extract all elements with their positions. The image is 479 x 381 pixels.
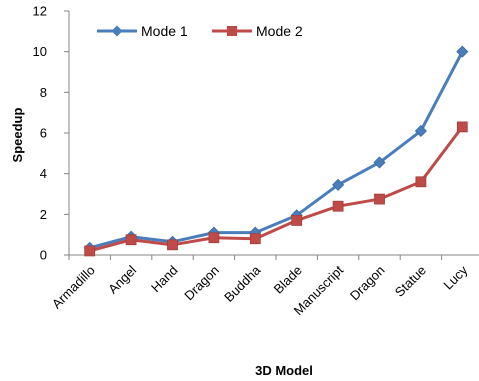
series-line-1 <box>89 50 464 250</box>
y-axis-title: Speedup <box>10 107 25 162</box>
series-2-point <box>125 234 137 246</box>
series-line-2 <box>89 125 464 253</box>
x-tick-label: Blade <box>271 263 305 297</box>
x-tick-label: Angel <box>105 262 139 296</box>
x-axis-title: 3D Model <box>255 363 313 378</box>
y-tick-label: 2 <box>40 207 47 222</box>
series-2-point <box>332 200 344 212</box>
x-tick-label: Dragon <box>347 263 388 304</box>
y-tick-label: 8 <box>40 85 47 100</box>
y-tick-label: 12 <box>33 4 47 19</box>
series-2-point <box>84 245 96 257</box>
series-2-point <box>208 232 220 244</box>
series-1-point <box>332 178 345 191</box>
x-axis-ticks <box>68 255 443 260</box>
series-2-point <box>167 239 178 251</box>
x-tick-label: Lucy <box>440 262 470 292</box>
x-tick-label: Statue <box>392 263 429 300</box>
x-axis-tick-labels: Armadillo Angel Hand Dragon Buddha BladeManus… <box>49 262 471 318</box>
y-axis-ticks: 0 2 4 6 8 10 12 <box>33 4 69 263</box>
series-1-point <box>373 156 386 169</box>
series-1-point <box>456 45 469 58</box>
series-2-point <box>456 121 468 133</box>
x-tick-label: Armadillo <box>49 263 98 312</box>
legend-label-2: Mode 2 <box>256 23 303 39</box>
x-tick-label: Dragon <box>181 263 222 304</box>
series-2-point <box>249 233 261 245</box>
x-tick-label: Buddha <box>221 262 264 305</box>
legend: Mode 1 Mode 2 <box>97 23 303 39</box>
legend-marker-2 <box>227 26 237 36</box>
y-tick-label: 4 <box>40 166 47 181</box>
series-1-point <box>414 124 427 138</box>
y-tick-label: 6 <box>40 126 47 141</box>
y-tick-label: 10 <box>33 44 47 59</box>
legend-marker-1 <box>111 25 123 37</box>
series-2-point <box>374 193 385 205</box>
series-layer <box>83 45 469 257</box>
y-tick-label: 0 <box>40 248 47 263</box>
legend-label-1: Mode 1 <box>141 23 188 39</box>
series-2-point <box>415 176 427 188</box>
series-2-point <box>291 215 303 226</box>
x-tick-label: Hand <box>148 263 181 296</box>
